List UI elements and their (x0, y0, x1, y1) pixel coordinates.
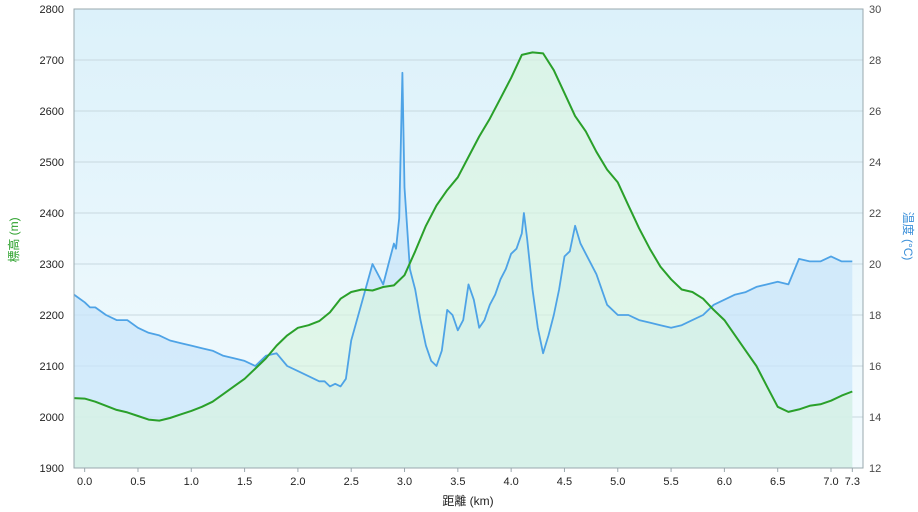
y-left-tick-label: 2500 (40, 157, 64, 169)
y-right-tick-label: 28 (869, 55, 881, 67)
left-axis-ticks: 1900 2000 2100 2200 2300 2400 2500 2600 2700 2800 (40, 4, 64, 475)
y-axis-title-right: 温度 (°C) (901, 212, 916, 261)
x-tick-label: 5.5 (663, 476, 678, 488)
y-right-tick-label: 26 (869, 106, 881, 118)
y-left-tick-label: 2600 (40, 106, 64, 118)
elevation-series-line (73, 51, 853, 422)
y-right-tick-label: 20 (869, 259, 881, 271)
y-left-tick-label: 2800 (40, 4, 64, 16)
y-right-tick-label: 14 (869, 412, 881, 424)
y-right-tick-label: 22 (869, 208, 881, 220)
y-left-tick-label: 2200 (40, 310, 64, 322)
x-tick-label: 1.5 (237, 476, 252, 488)
x-tick-label: 6.5 (770, 476, 785, 488)
y-right-tick-label: 16 (869, 361, 881, 373)
x-tick-label: 2.0 (290, 476, 305, 488)
y-left-tick-label: 2400 (40, 208, 64, 220)
elevation-area (74, 52, 853, 469)
x-axis-title: 距離 (km) (442, 494, 493, 508)
bottom-axis-ticks: 0.0 0.5 1.0 1.5 2.0 2.5 3.0 3.5 4.0 4.5 5.0 5.5 6.0 6… (77, 468, 860, 488)
x-tick-label: 6.0 (717, 476, 732, 488)
x-tick-label: 5.0 (610, 476, 625, 488)
plot-frame (73, 8, 864, 469)
x-tick-label: 0.0 (77, 476, 92, 488)
x-tick-label: 4.5 (557, 476, 572, 488)
temperature-series-line (73, 71, 853, 388)
y-left-tick-label: 2100 (40, 361, 64, 373)
y-left-tick-label: 2000 (40, 412, 64, 424)
x-tick-label: 7.3 (845, 476, 860, 488)
y-right-tick-label: 18 (869, 310, 881, 322)
y-left-tick-label: 2700 (40, 55, 64, 67)
y-right-tick-label: 24 (869, 157, 881, 169)
y-right-tick-label: 12 (869, 463, 881, 475)
x-tick-label: 3.5 (450, 476, 465, 488)
x-tick-label: 4.0 (504, 476, 519, 488)
x-tick-label: 7.0 (823, 476, 838, 488)
x-tick-label: 1.0 (184, 476, 199, 488)
y-axis-title-left: 標高 (m) (6, 217, 21, 262)
y-left-tick-label: 1900 (40, 463, 64, 475)
x-tick-label: 0.5 (130, 476, 145, 488)
x-tick-label: 2.5 (344, 476, 359, 488)
x-tick-label: 3.0 (397, 476, 412, 488)
right-axis-ticks: 12 14 16 18 20 22 24 26 28 30 (869, 4, 881, 475)
y-left-tick-label: 2300 (40, 259, 64, 271)
y-right-tick-label: 30 (869, 4, 881, 16)
